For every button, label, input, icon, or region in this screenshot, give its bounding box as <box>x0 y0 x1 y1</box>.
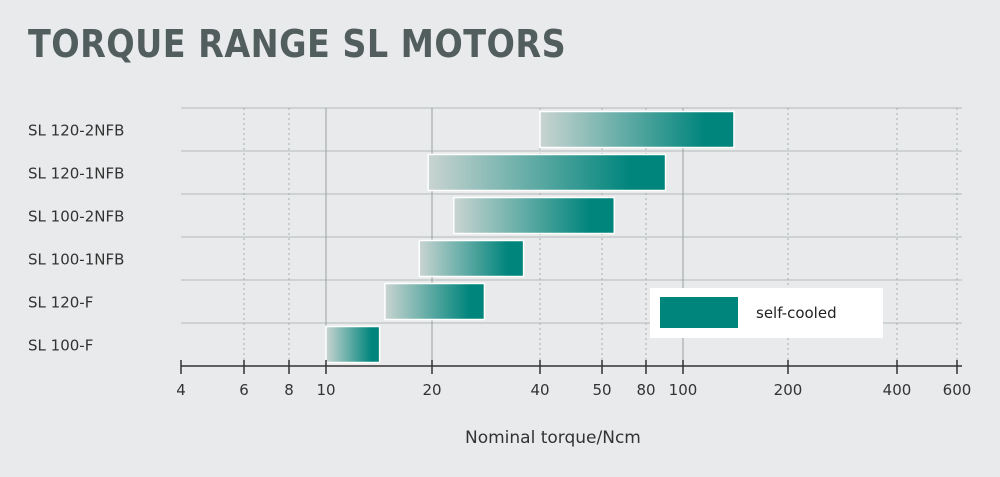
x-tick-label: 10 <box>316 381 335 399</box>
x-tick-label: 80 <box>636 381 655 399</box>
x-tick-label: 600 <box>943 381 972 399</box>
x-tick-label: 100 <box>669 381 698 399</box>
category-label: SL 120-1NFB <box>28 165 124 183</box>
range-bar-sl-120-f <box>384 282 486 321</box>
category-label: SL 100-1NFB <box>28 251 124 269</box>
legend-swatch-self-cooled <box>660 297 738 328</box>
category-label: SL 100-F <box>28 337 93 355</box>
x-tick-label: 400 <box>883 381 912 399</box>
x-tick-label: 200 <box>774 381 803 399</box>
legend-label: self-cooled <box>756 304 837 322</box>
range-bar-sl-120-2nfb <box>539 110 735 149</box>
chart-title: TORQUE RANGE SL MOTORS <box>28 22 567 66</box>
x-tick-label: 4 <box>176 381 186 399</box>
range-bar-sl-120-1nfb <box>427 153 667 192</box>
x-tick-label: 8 <box>284 381 294 399</box>
x-tick-label: 50 <box>592 381 611 399</box>
x-axis-label: Nominal torque/Ncm <box>465 428 641 448</box>
x-tick-label: 6 <box>239 381 249 399</box>
category-label: SL 120-2NFB <box>28 122 124 140</box>
range-bar-sl-100-f <box>325 325 381 364</box>
range-bar-sl-100-1nfb <box>418 239 525 278</box>
category-label: SL 120-F <box>28 294 93 312</box>
range-bar-sl-100-2nfb <box>453 196 616 235</box>
x-tick-label: 20 <box>422 381 441 399</box>
category-label: SL 100-2NFB <box>28 208 124 226</box>
x-tick-label: 40 <box>530 381 549 399</box>
legend: self-cooled <box>650 288 883 338</box>
